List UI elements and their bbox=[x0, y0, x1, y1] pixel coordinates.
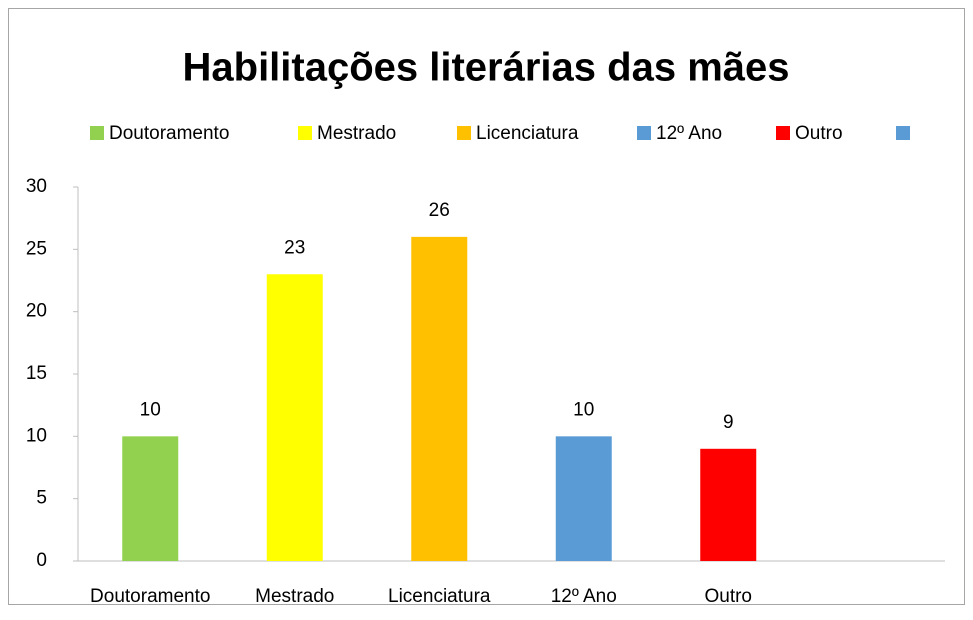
y-tick-label: 25 bbox=[26, 238, 47, 259]
y-tick-label: 10 bbox=[26, 425, 47, 446]
x-tick-label: Licenciatura bbox=[388, 586, 491, 607]
legend-swatch bbox=[776, 126, 790, 140]
value-label: 10 bbox=[573, 399, 594, 420]
chart-title: Habilitações literárias das mães bbox=[183, 46, 790, 90]
bar bbox=[700, 448, 757, 561]
y-tick-label: 30 bbox=[26, 176, 47, 197]
bar bbox=[555, 436, 612, 561]
x-tick-label: Doutoramento bbox=[90, 586, 210, 607]
legend-label: Mestrado bbox=[317, 123, 396, 144]
x-tick-label: Outro bbox=[704, 586, 752, 607]
bar bbox=[411, 236, 468, 561]
legend-swatch bbox=[896, 126, 910, 140]
legend-swatch bbox=[457, 126, 471, 140]
legend-label: Outro bbox=[795, 123, 843, 144]
value-label: 9 bbox=[723, 412, 734, 433]
legend-swatch bbox=[637, 126, 651, 140]
value-label: 10 bbox=[140, 399, 161, 420]
legend-swatch bbox=[298, 126, 312, 140]
bar bbox=[122, 436, 179, 561]
legend-label: Licenciatura bbox=[476, 123, 579, 144]
y-tick-label: 15 bbox=[26, 363, 47, 384]
bar bbox=[266, 274, 323, 561]
legend-label: 12º Ano bbox=[656, 123, 722, 144]
y-tick-label: 5 bbox=[36, 488, 47, 509]
legend-label: Doutoramento bbox=[109, 123, 229, 144]
x-tick-label: 12º Ano bbox=[551, 586, 617, 607]
y-tick-label: 0 bbox=[36, 550, 47, 571]
value-label: 23 bbox=[284, 237, 305, 258]
y-tick-label: 20 bbox=[26, 301, 47, 322]
x-tick-label: Mestrado bbox=[255, 586, 334, 607]
value-label: 26 bbox=[429, 200, 450, 221]
legend-swatch bbox=[90, 126, 104, 140]
